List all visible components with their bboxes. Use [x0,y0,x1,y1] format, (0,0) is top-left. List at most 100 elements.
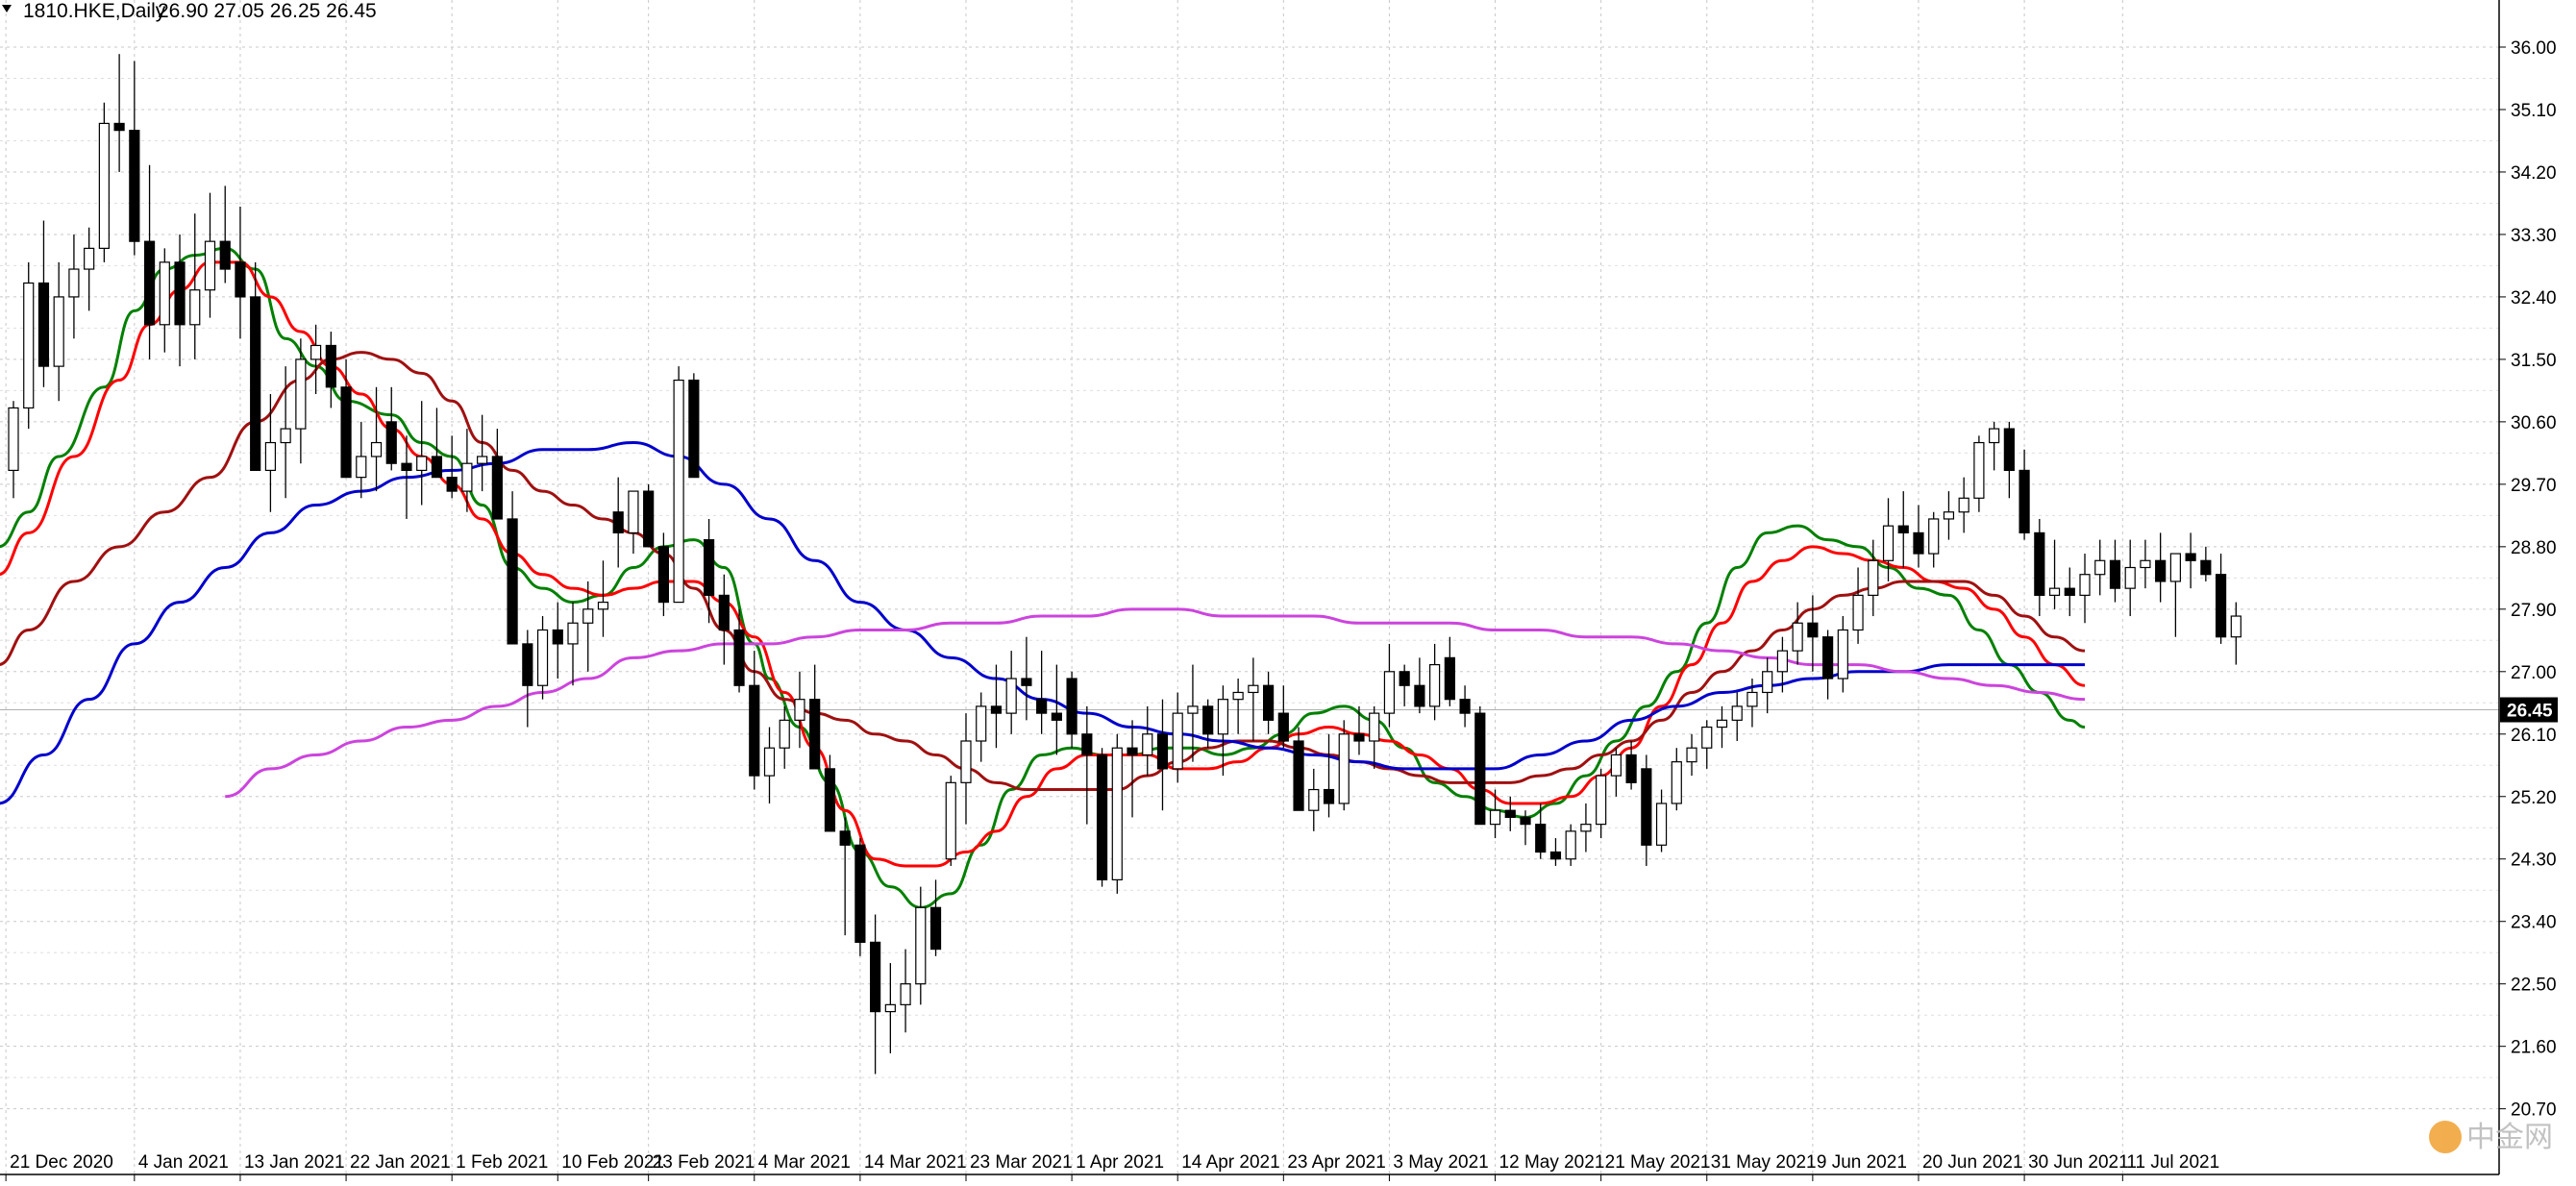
candle-body [1731,705,1743,721]
y-tick-label: 33.30 [2511,226,2557,246]
x-tick-label: 1 Apr 2021 [1076,1152,1164,1173]
candle-body [2034,531,2045,596]
candle-body [1943,511,1955,520]
candle-down [1036,651,1048,734]
y-tick-label: 21.60 [2511,1038,2557,1058]
grid-lines [0,0,2499,1174]
candle-down [1535,803,1547,859]
candle-down [143,164,156,359]
candle-up [370,386,383,492]
candle-body [1338,733,1350,804]
candle-up [1005,651,1017,734]
candle-up [900,949,911,1033]
candle-down [2215,554,2227,644]
candle-up [1142,705,1153,777]
x-tick-label: 10 Feb 2021 [561,1152,664,1173]
candle-body [2200,559,2212,576]
candle-up [1338,720,1350,811]
candle-body [250,296,261,472]
candle-body [628,490,639,533]
candle-body [673,379,684,604]
chart-header: 1810.HKE,Daily 26.90 27.05 26.25 26.45 [2,0,377,22]
candle-body [1293,740,1304,811]
candle-down [718,574,730,665]
candle-body [491,456,503,520]
candle-body [839,830,851,846]
candle-up [2230,602,2242,665]
y-tick-label: 35.10 [2511,101,2557,121]
candle-body [23,282,35,409]
candle-down [809,664,821,770]
candle-body [204,240,216,291]
x-tick-label: 4 Jan 2021 [138,1152,229,1173]
candle-up [1610,748,1622,797]
candle-body [915,906,927,985]
candle-down [2003,421,2015,499]
candle-body [1429,663,1441,707]
candle-down [1081,705,1093,825]
candle-body [8,407,19,472]
candle-body [1565,830,1576,860]
candle-up [628,490,639,555]
triangle-down-icon[interactable] [2,5,12,12]
candle-body [1187,705,1199,714]
candle-body [1776,650,1789,673]
candle-up [356,421,367,499]
candle-up [8,401,19,499]
candle-up [567,602,579,686]
x-tick-label: 13 Jan 2021 [244,1152,345,1173]
candle-body [1489,809,1501,826]
candle-body [567,622,579,645]
candle-body [1989,428,2000,444]
ma-line-ma_darkred [0,351,2086,792]
candle-up [189,213,201,359]
candle-up [1776,636,1789,693]
x-tick-label: 3 May 2021 [1393,1152,1488,1173]
candle-up [68,234,80,339]
candle-body [976,705,987,742]
candle-down [1821,630,1834,700]
candle-down [235,207,246,339]
candle-up [1989,421,2000,471]
candle-body [1127,747,1138,756]
candle-body [98,122,110,249]
candle-up [1111,733,1123,894]
y-tick-label: 26.10 [2511,726,2557,746]
candle-down [1807,595,1819,672]
candle-body [143,240,156,326]
candle-up [1686,733,1697,777]
candle-body [1596,775,1607,826]
candle-down [1444,636,1455,706]
candle-down [2155,532,2167,603]
x-tick-label: 21 May 2021 [1605,1152,1711,1173]
candle-body [1973,441,1985,499]
candle-up [1868,539,1879,617]
candle-up [1308,768,1320,831]
candle-down [401,435,412,519]
candle-up [1716,705,1728,749]
candle-down [507,491,518,645]
candle-body [370,441,383,457]
candle-body [1021,678,1032,686]
candle-body [1928,518,1940,555]
candle-up [23,261,35,430]
candle-down [855,838,866,956]
candle-body [1868,559,1879,596]
candle-body [536,629,549,686]
ma-line-ma_blue [0,441,2086,805]
x-tick-label: 31 May 2021 [1711,1152,1817,1173]
candle-body [1837,629,1848,679]
candle-up [1928,511,1940,568]
moving-averages [0,246,2086,909]
candle-body [1232,691,1244,701]
candle-body [1792,622,1803,652]
candle-down [643,483,655,548]
candle-up [1746,679,1758,728]
candle-body [1821,636,1834,679]
candle-up [1172,692,1183,783]
candle-body [53,296,64,367]
candle-body [779,719,790,749]
candle-down [2019,449,2030,540]
watermark: 中金网 [2429,1121,2553,1154]
